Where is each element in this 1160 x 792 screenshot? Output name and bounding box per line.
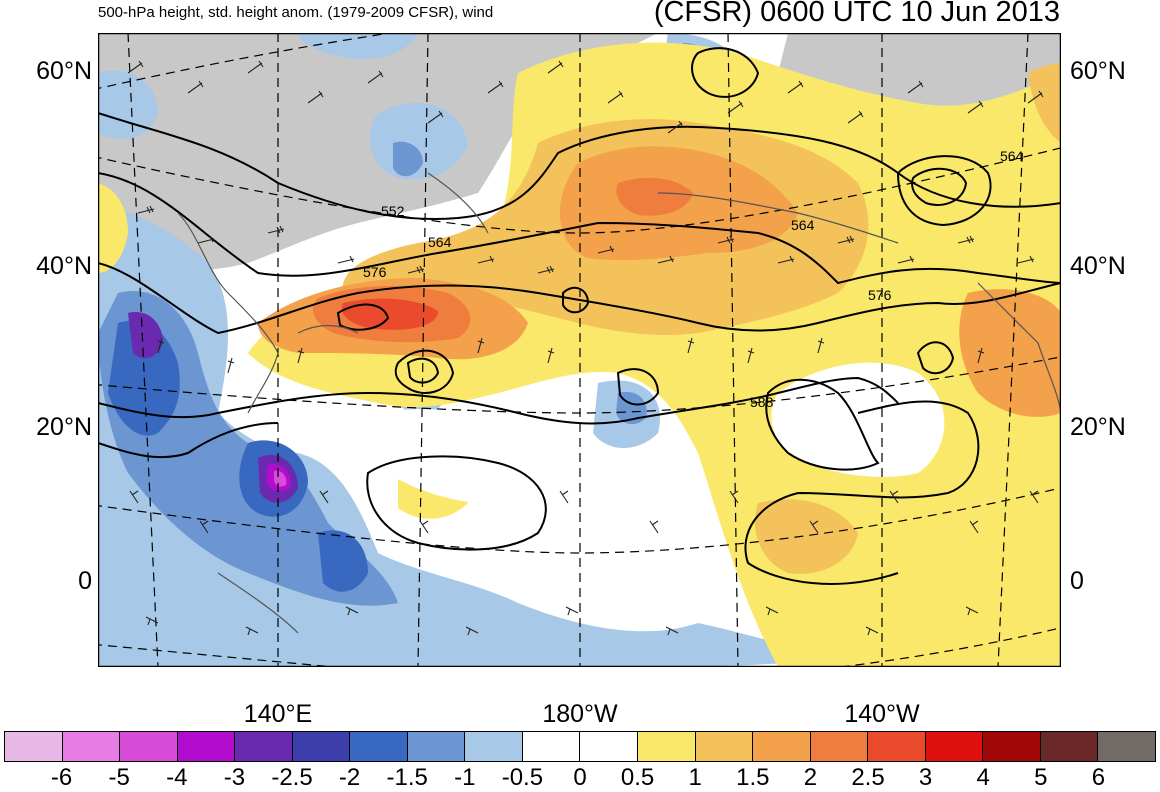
colorbar-tick-label: -3	[223, 764, 246, 791]
coastlines	[177, 172, 1061, 634]
lat-label-20n-left: 20°N	[36, 413, 92, 441]
colorbar-swatch	[5, 732, 63, 761]
contour-label-576-east: 576	[868, 287, 892, 303]
lat-label-60n-left: 60°N	[36, 57, 92, 85]
colorbar-swatch	[235, 732, 293, 761]
contour-label-552: 552	[381, 203, 405, 219]
colorbar-tick-label: -4	[166, 764, 188, 791]
colorbar-swatch	[407, 732, 466, 761]
colorbar-tick-label: -1.5	[386, 764, 428, 791]
height-contours	[98, 47, 1061, 585]
map-frame	[98, 33, 1061, 667]
colorbar-swatch	[62, 732, 121, 761]
colorbar-swatch	[810, 732, 869, 761]
colorbar-tick-label: 0.5	[620, 764, 655, 791]
colorbar-swatch	[177, 732, 236, 761]
contour-labels: 552 564 576 564 576 588 564	[363, 148, 1024, 410]
lat-label-60n-right: 60°N	[1070, 57, 1126, 85]
colorbar-tick-label: 3	[918, 764, 933, 791]
colorbar-swatch	[695, 732, 754, 761]
contour-label-564-east: 564	[791, 217, 815, 233]
colorbar-tick-label: 2.5	[851, 764, 885, 791]
map-subtitle: 500-hPa height, std. height anom. (1979-…	[98, 4, 494, 21]
lon-label-140e: 140°E	[243, 700, 313, 728]
colorbar-tick-label: 0	[573, 764, 587, 791]
contour-label-564-northeast: 564	[1000, 148, 1024, 164]
colorbar-swatch	[925, 732, 984, 761]
colorbar-swatch	[350, 732, 408, 761]
colorbar-swatch	[638, 732, 696, 761]
lat-label-0-left: 0	[78, 567, 92, 595]
contour-label-588: 588	[750, 394, 774, 410]
colorbar-tick-label: -6	[50, 764, 73, 791]
colorbar-tick-label: -0.5	[501, 764, 544, 791]
lon-label-140w: 140°W	[844, 700, 920, 728]
colorbar-swatch	[522, 732, 581, 761]
colorbar-swatch	[580, 732, 639, 761]
colorbar-tick-label: -5	[108, 764, 130, 791]
colorbar-swatch	[292, 732, 351, 761]
colorbar	[4, 731, 1156, 762]
map-title: (CFSR) 0600 UTC 10 Jun 2013	[653, 0, 1060, 28]
colorbar-swatch	[983, 732, 1041, 761]
map-panel: 552 564 576 564 576 588 564	[98, 33, 1061, 667]
colorbar-tick-label: 1	[688, 764, 702, 791]
colorbar-tick-label: 5	[1034, 764, 1048, 791]
positive-anomaly-shading	[98, 42, 1061, 667]
colorbar-swatch	[753, 732, 811, 761]
colorbar-tick-label: 2	[803, 764, 818, 791]
colorbar-tick-label: -2.5	[271, 764, 313, 791]
contour-label-576-west: 576	[363, 264, 387, 280]
colorbar-swatch	[120, 732, 178, 761]
wind-barbs	[127, 60, 1044, 636]
lat-label-40n-right: 40°N	[1070, 252, 1126, 280]
colorbar-swatch	[1098, 732, 1155, 761]
colorbar-swatch	[1040, 732, 1099, 761]
lat-label-20n-right: 20°N	[1070, 413, 1126, 441]
lon-label-180w: 180°W	[542, 700, 618, 728]
colorbar-tick-label: -1	[454, 764, 476, 791]
lat-label-0-right: 0	[1070, 567, 1084, 595]
colorbar-tick-label: 1.5	[736, 764, 770, 791]
colorbar-swatch	[868, 732, 926, 761]
lat-label-40n-left: 40°N	[36, 252, 92, 280]
contour-label-564-west: 564	[428, 234, 452, 250]
colorbar-tick-label: 6	[1091, 764, 1106, 791]
colorbar-tick-label: 4	[976, 764, 990, 791]
colorbar-tick-label: -2	[338, 764, 361, 791]
colorbar-swatch	[465, 732, 523, 761]
